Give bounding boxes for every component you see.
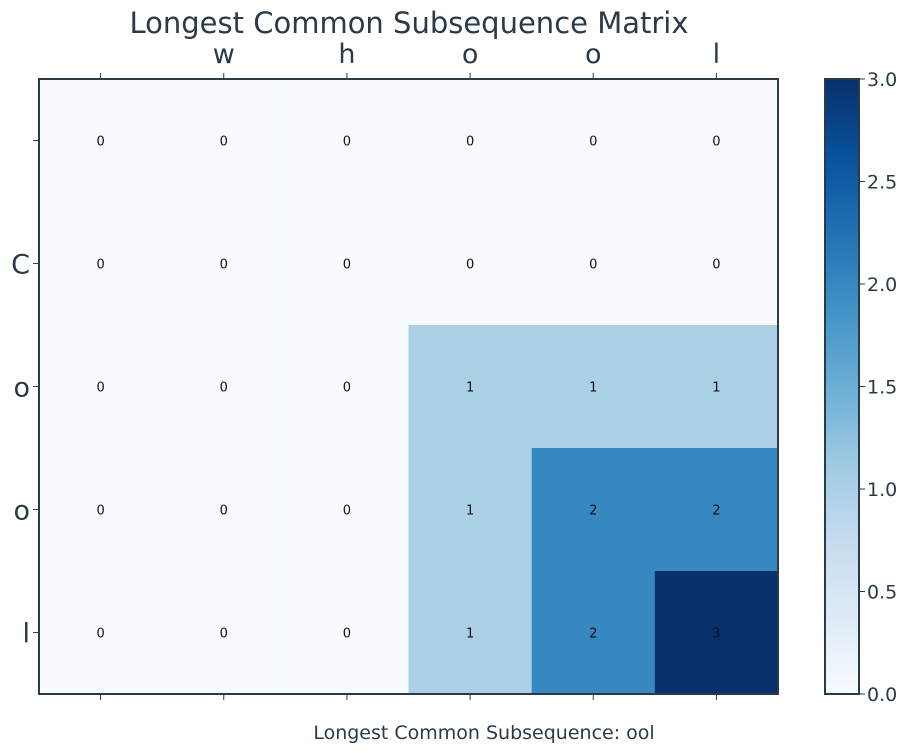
heatmap-cell-r4-c5 [654,571,779,695]
cell-value-label: 0 [220,381,228,396]
heatmap-cell-r1-c5 [654,202,779,326]
y-tick-label: C [11,250,30,281]
heatmap-cell-r4-c1 [162,571,286,695]
heatmap-cell-r2-c5 [654,325,779,449]
y-tick-label: o [13,373,30,404]
cell-value-label: 0 [466,258,474,273]
heatmap-cell-r1-c4 [531,202,656,326]
colorbar-tick-label: 0.5 [867,582,897,604]
cell-value-label: 1 [712,381,720,396]
colorbar-tick-label: 3.0 [867,69,897,91]
cell-value-label: 0 [343,258,351,273]
y-axis-ticks: Co o l [11,140,39,650]
cell-value-label: 0 [712,135,720,150]
heatmap-cell-r0-c4 [531,79,656,203]
heatmap-cell-r4-c4 [531,571,656,695]
heatmap-cell-r2-c2 [285,325,409,449]
heatmap-cell-r2-c3 [408,325,533,449]
cell-value-label: 0 [589,258,597,273]
cell-value-label: 0 [466,135,474,150]
cell-value-label: 2 [589,627,597,642]
heatmap-cell-r3-c2 [285,448,409,572]
heatmap-cell-r0-c3 [408,79,533,203]
x-tick-label: o [462,39,479,70]
heatmap-cell-r4-c3 [408,571,533,695]
x-tick-label: l [713,39,721,70]
cell-value-label: 2 [589,504,597,519]
colorbar-tick-label: 2.5 [867,172,897,194]
heatmap-cell-r0-c5 [654,79,779,203]
cell-value-label: 0 [220,627,228,642]
colorbar-tick-label: 0.0 [867,684,897,706]
cell-value-label: 0 [220,135,228,150]
x-tick-label: h [338,39,355,70]
x-tick-label: o [585,39,602,70]
cell-value-label: 0 [220,258,228,273]
colorbar-tick-label: 1.0 [867,479,897,501]
colorbar: 0.0 0.5 1.0 1.5 2.0 2.5 3.0 [824,69,897,706]
colorbar-ticks: 0.0 0.5 1.0 1.5 2.0 2.5 3.0 [859,69,897,706]
heatmap-cell-r3-c3 [408,448,533,572]
heatmap-cell-r0-c0 [39,79,163,203]
heatmap-cell-r2-c1 [162,325,286,449]
cell-value-label: 0 [220,504,228,519]
cell-value-label: 1 [589,381,597,396]
cell-value-label: 2 [712,504,720,519]
heatmap-cell-r4-c0 [39,571,163,695]
heatmap-cell-r2-c4 [531,325,656,449]
cell-value-label: 0 [343,135,351,150]
colorbar-gradient [825,79,859,694]
cell-value-label: 0 [96,381,104,396]
cell-value-label: 0 [96,504,104,519]
heatmap-cell-r3-c4 [531,448,656,572]
heatmap-cell-r2-c0 [39,325,163,449]
colorbar-tick-label: 2.0 [867,274,897,296]
cell-value-label: 0 [96,135,104,150]
heatmap-cell-r0-c2 [285,79,409,203]
heatmap-cell-r4-c2 [285,571,409,695]
cell-value-label: 0 [712,258,720,273]
cell-value-label: 1 [466,627,474,642]
cell-value-label: 0 [343,381,351,396]
cell-value-label: 1 [466,504,474,519]
heatmap-cell-r3-c1 [162,448,286,572]
heatmap-cell-r1-c3 [408,202,533,326]
cell-value-label: 3 [712,627,720,642]
heatmap-cells [39,79,779,695]
cell-value-label: 1 [466,381,474,396]
heatmap-cell-r1-c2 [285,202,409,326]
x-tick-label: w [213,39,235,70]
heatmap-cell-r1-c1 [162,202,286,326]
heatmap-cell-r3-c0 [39,448,163,572]
heatmap-cell-r0-c1 [162,79,286,203]
y-tick-label: l [22,619,30,650]
heatmap-cell-r1-c0 [39,202,163,326]
heatmap-cell-r3-c5 [654,448,779,572]
chart-title: Longest Common Subsequence Matrix [129,6,688,40]
cell-value-label: 0 [589,135,597,150]
colorbar-tick-label: 1.5 [867,377,897,399]
cell-value-label: 0 [343,504,351,519]
x-axis-label: Longest Common Subsequence: ool [313,722,654,744]
cell-value-label: 0 [96,627,104,642]
cell-value-label: 0 [343,627,351,642]
cell-value-label: 0 [96,258,104,273]
y-tick-label: o [13,496,30,527]
heatmap-cell-labels: 0 0 0 0 0 0 0 0 0 0 0 0 0 0 0 1 1 1 0 0 0 1 2 2 0 0 0 1 2 3 [96,135,720,642]
